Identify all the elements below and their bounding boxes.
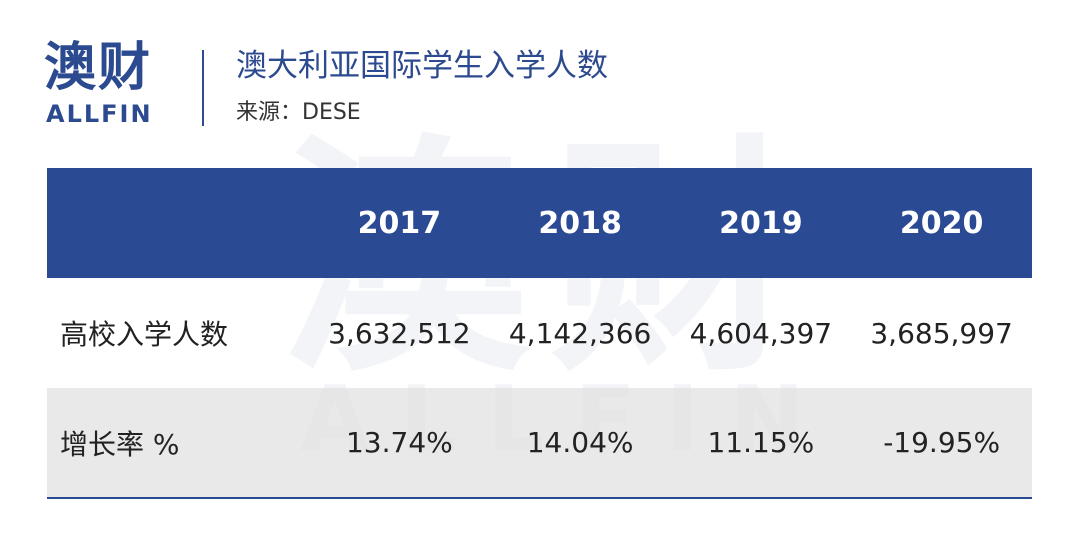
- table-cell: 4,142,366: [508, 316, 652, 350]
- column-header: 2018: [538, 205, 622, 241]
- title: 澳大利亚国际学生入学人数: [236, 48, 608, 84]
- column-header: 2017: [357, 205, 442, 241]
- row-label: 高校入学人数: [60, 318, 229, 351]
- source: 来源：DESE: [236, 100, 361, 125]
- table-cell: 11.15%: [707, 426, 815, 459]
- table-cell: 4,604,397: [689, 316, 833, 350]
- logo: 澳财: [44, 38, 153, 98]
- data-table: 2017 2018 2019 2020 高校入学人数 3,632,512 4,142,36…: [47, 168, 1032, 499]
- watermark-logo: 澳财: [280, 114, 820, 405]
- row-label: 增长率 %: [60, 427, 180, 461]
- table-row: 高校入学人数 3,632,512 4,142,366 4,604,397 3,685,9…: [47, 278, 1032, 388]
- header-row: 2017 2018 2019 2020: [47, 168, 1032, 278]
- table-cell: 13.74%: [345, 426, 453, 459]
- table-cell: 3,632,512: [328, 316, 471, 350]
- table-row: 增长率 % 13.74% 14.04% 11.15% -19.95%: [47, 388, 1032, 498]
- column-header: 2020: [899, 205, 984, 241]
- table-cell: -19.95%: [883, 426, 1001, 459]
- logo-sub: ALLFIN: [46, 100, 153, 128]
- column-header: 2019: [719, 205, 803, 241]
- table-cell: 14.04%: [526, 426, 634, 459]
- divider: [202, 50, 204, 126]
- header-corner: [47, 168, 309, 278]
- watermark-logo-sub: ALLFIN: [300, 367, 835, 472]
- table-cell: 3,685,997: [870, 316, 1013, 350]
